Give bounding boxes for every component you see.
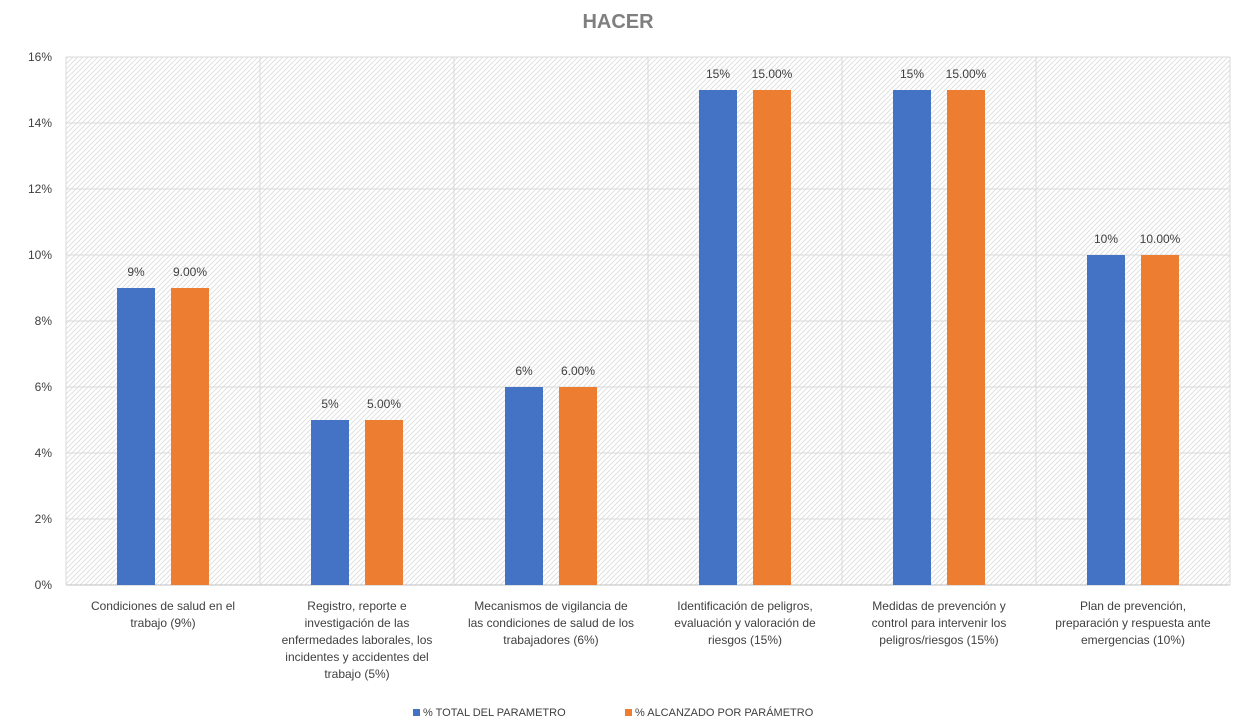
bar: [171, 288, 209, 585]
bars: [117, 90, 1179, 585]
x-tick-label: riesgos (15%): [708, 633, 782, 647]
x-tick-label: trabajo (5%): [324, 667, 389, 681]
data-label: 9%: [127, 265, 145, 279]
chart-title: HACER: [582, 11, 654, 33]
x-tick-label: las condiciones de salud de los: [468, 616, 634, 630]
x-tick-label: trabajo (9%): [130, 616, 195, 630]
bar: [947, 90, 985, 585]
bar: [1141, 255, 1179, 585]
y-tick-label: 16%: [28, 50, 52, 64]
y-tick-label: 8%: [35, 314, 53, 328]
y-tick-label: 14%: [28, 116, 52, 130]
data-label: 15%: [706, 67, 730, 81]
bar: [559, 387, 597, 585]
y-tick-label: 12%: [28, 182, 52, 196]
y-tick-label: 10%: [28, 248, 52, 262]
data-label: 5%: [321, 397, 339, 411]
bar: [753, 90, 791, 585]
x-tick-label: enfermedades laborales, los: [282, 633, 433, 647]
y-tick-label: 0%: [35, 578, 53, 592]
x-tick-label: Medidas de prevención y: [872, 599, 1005, 613]
x-tick-label: Mecanismos de vigilancia de: [474, 599, 628, 613]
x-tick-label: Identificación de peligros,: [677, 599, 812, 613]
legend-swatch: [413, 709, 420, 716]
x-axis-categories: Condiciones de salud en el trabajo (9%) Re…: [91, 599, 1211, 681]
y-tick-label: 6%: [35, 380, 53, 394]
y-tick-label: 2%: [35, 512, 53, 526]
x-tick-label: control para intervenir los: [872, 616, 1007, 630]
data-label: 15.00%: [946, 67, 987, 81]
bar: [365, 420, 403, 585]
x-tick-label: trabajadores (6%): [503, 633, 598, 647]
data-label: 6%: [515, 364, 533, 378]
x-tick-label: incidentes y accidentes del: [285, 650, 428, 664]
x-tick-label: Registro, reporte e: [307, 599, 407, 613]
data-labels: 9% 9.00% 5% 5.00% 6% 6.00% 15% 15.00% 15% 15.00% 1…: [127, 67, 1180, 411]
y-tick-label: 4%: [35, 446, 53, 460]
bar: [1087, 255, 1125, 585]
gridlines: [65, 56, 1231, 586]
data-label: 9.00%: [173, 265, 207, 279]
legend-label: % TOTAL DEL PARAMETRO: [423, 707, 566, 719]
x-tick-label: peligros/riesgos (15%): [879, 633, 998, 647]
bar: [699, 90, 737, 585]
data-label: 15%: [900, 67, 924, 81]
bar: [117, 288, 155, 585]
x-tick-label: preparación y respuesta ante: [1055, 616, 1211, 630]
x-tick-label: Plan de prevención,: [1080, 599, 1186, 613]
data-label: 10.00%: [1140, 232, 1181, 246]
y-axis-ticks: 0% 2% 4% 6% 8% 10% 12% 14% 16%: [28, 50, 52, 592]
bar: [311, 420, 349, 585]
x-tick-label: emergencias (10%): [1081, 633, 1185, 647]
data-label: 6.00%: [561, 364, 595, 378]
data-label: 5.00%: [367, 397, 401, 411]
legend-swatch: [625, 709, 632, 716]
x-tick-label: Condiciones de salud en el: [91, 599, 235, 613]
data-label: 10%: [1094, 232, 1118, 246]
legend: % TOTAL DEL PARAMETRO % ALCANZADO POR PAR…: [413, 706, 814, 719]
x-tick-label: evaluación y valoración de: [674, 616, 816, 630]
bar: [505, 387, 543, 585]
legend-label: % ALCANZADO POR PARÁMETRO: [635, 706, 814, 719]
bar: [893, 90, 931, 585]
data-label: 15.00%: [752, 67, 793, 81]
x-tick-label: investigación de las: [305, 616, 410, 630]
